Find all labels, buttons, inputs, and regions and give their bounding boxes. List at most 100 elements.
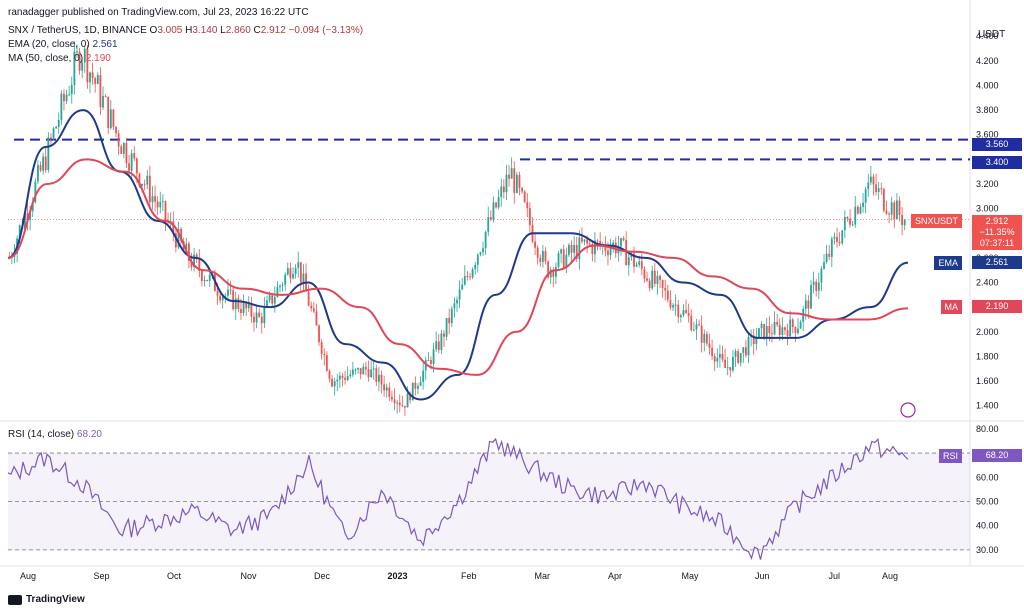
candle-body: [859, 206, 862, 214]
candle-body: [112, 109, 115, 127]
candle-body: [872, 176, 875, 185]
candle-body: [193, 254, 196, 268]
candle-body: [830, 238, 833, 257]
candle-body: [810, 285, 812, 309]
candle-body: [432, 349, 435, 364]
candle-body: [778, 324, 781, 335]
candle-body: [737, 351, 740, 363]
tradingview-footer[interactable]: TradingView: [8, 594, 85, 605]
candle-body: [143, 183, 146, 185]
candle-body: [461, 284, 464, 290]
rsi-tick-label: 60.00: [976, 472, 999, 482]
candle-body: [338, 375, 341, 380]
candle-body: [505, 174, 508, 193]
symbol-tag: SNXUSDT: [910, 214, 962, 228]
rsi-tick-label: 40.00: [976, 521, 999, 531]
month-label: Apr: [608, 571, 622, 581]
candle-body: [836, 236, 838, 243]
candle-body: [187, 243, 190, 261]
candle-body: [310, 305, 313, 309]
price-tick-label: 4.400: [976, 31, 999, 41]
candle-body: [625, 239, 628, 266]
candle-body: [73, 51, 76, 86]
candle-body: [107, 96, 110, 129]
month-label: Mar: [535, 571, 551, 581]
candle-body: [346, 376, 349, 380]
candle-body: [151, 196, 154, 203]
candle-body: [198, 259, 201, 271]
candle-body: [76, 51, 78, 53]
candle-body: [292, 273, 294, 279]
candle-body: [476, 254, 479, 265]
candle-body: [383, 384, 386, 391]
candle-body: [776, 322, 779, 325]
candle-body: [362, 366, 365, 375]
candle-body: [302, 273, 305, 283]
candle-body: [245, 302, 248, 309]
candle-body: [479, 252, 482, 255]
candle-body: [427, 359, 430, 361]
candle-body: [487, 217, 490, 232]
candle-body: [784, 327, 786, 331]
candle-body: [560, 249, 563, 254]
candle-body: [586, 239, 589, 244]
candle-body: [638, 261, 641, 265]
ma-legend[interactable]: MA (50, close, 0) 2.190: [8, 53, 111, 64]
candle-body: [237, 298, 240, 309]
candle-body: [417, 385, 419, 389]
candle-body: [247, 302, 250, 309]
last-price-tag: 2.912 −11.35% 07:37:11: [972, 215, 1022, 250]
candle-body: [674, 304, 677, 306]
candle-body: [765, 326, 768, 339]
candle-body: [307, 291, 310, 306]
candle-body: [718, 354, 721, 358]
candle-body: [528, 208, 531, 226]
price-tick-label: 2.000: [976, 327, 999, 337]
rsi-tag: RSI: [938, 449, 962, 463]
candle-body: [47, 137, 50, 171]
ema-value-tag: 2.561: [972, 256, 1022, 269]
ma-tag: MA: [940, 300, 962, 314]
candle-body: [42, 156, 45, 171]
candle-body: [588, 243, 591, 245]
candle-body: [65, 94, 68, 102]
candle-body: [812, 281, 815, 286]
candle-body: [336, 379, 339, 382]
candle-body: [102, 96, 104, 108]
candle-body: [825, 253, 828, 263]
candle-body: [414, 382, 417, 389]
candle-body: [565, 254, 568, 269]
candle-body: [411, 382, 414, 401]
candle-body: [841, 230, 844, 244]
rsi-legend[interactable]: RSI (14, close) 68.20: [8, 429, 102, 440]
candle-body: [221, 296, 224, 301]
candle-body: [508, 174, 510, 179]
ema-legend[interactable]: EMA (20, close, 0) 2.561: [8, 39, 118, 50]
symbol-line: SNX / TetherUS, 1D, BINANCE: [8, 25, 147, 36]
candle-body: [31, 202, 34, 211]
candle-body: [541, 250, 544, 262]
month-label: Dec: [314, 571, 331, 581]
candle-body: [331, 378, 333, 387]
candle-body: [24, 213, 26, 229]
month-label: Sep: [94, 571, 110, 581]
candle-body: [351, 369, 354, 375]
candle-body: [440, 333, 443, 351]
month-label: May: [682, 571, 700, 581]
rsi-band: [8, 453, 970, 550]
candle-body: [359, 368, 362, 375]
candle-body: [661, 280, 664, 288]
candle-body: [271, 295, 274, 304]
candle-body: [640, 261, 643, 269]
candle-body: [448, 317, 451, 324]
candle-body: [250, 302, 253, 317]
candle-body: [437, 341, 440, 351]
candle-body: [797, 328, 799, 334]
candle-body: [161, 201, 164, 203]
rsi-tick-label: 30.00: [976, 545, 999, 555]
candle-body: [174, 233, 177, 248]
ema-line: [7, 109, 909, 401]
candle-body: [596, 240, 599, 242]
resistance-tag-1: 3.560: [972, 138, 1022, 151]
candle-body: [380, 374, 383, 385]
